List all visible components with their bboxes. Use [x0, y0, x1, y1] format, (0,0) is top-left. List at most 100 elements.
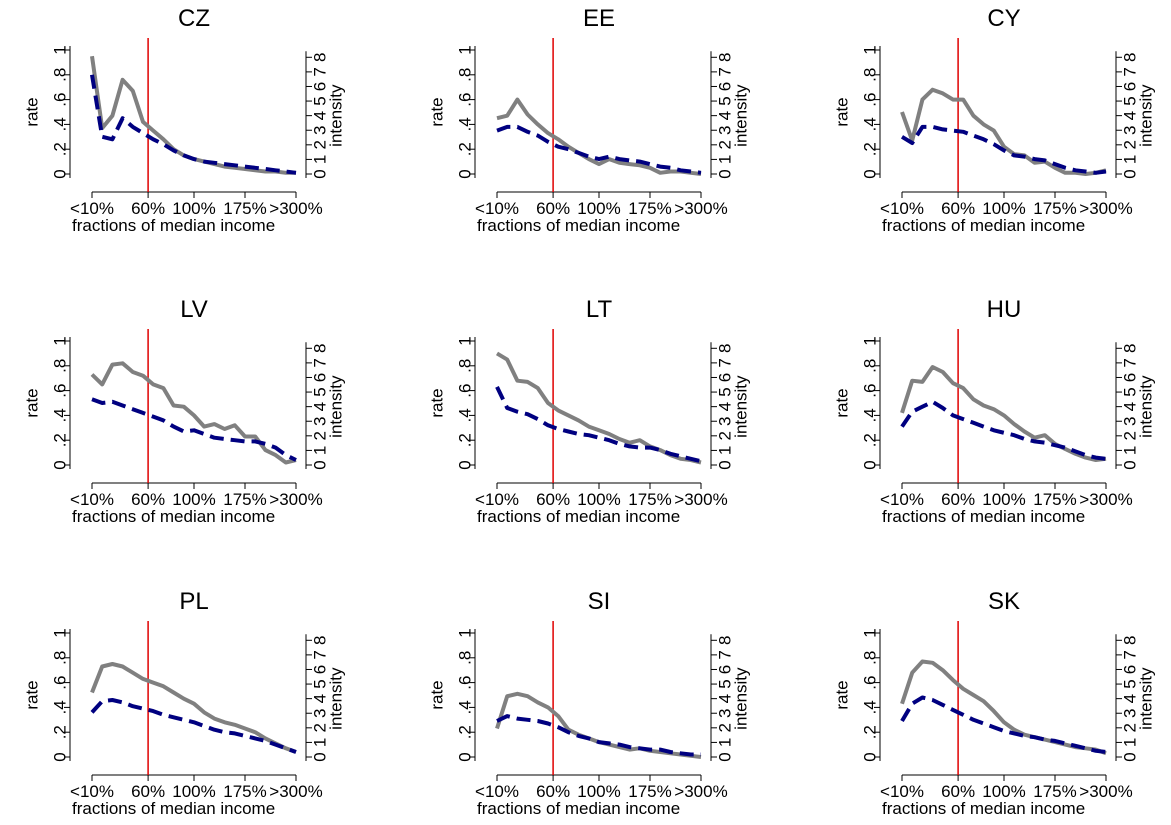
left-y-axis-label: rate — [23, 97, 42, 126]
x-tick-label: 60% — [536, 490, 570, 509]
x-axis-label: fractions of median income — [882, 216, 1085, 235]
right-y-tick-label: 6 — [311, 665, 330, 674]
x-tick-label: <10% — [70, 490, 114, 509]
panel-title: SI — [588, 588, 611, 615]
left-y-tick-label: .8 — [51, 68, 70, 82]
left-y-axis-label: rate — [428, 680, 447, 709]
right-y-tick-label: 0 — [311, 169, 330, 178]
left-y-tick-label: 0 — [51, 460, 70, 469]
panel-title: LV — [180, 296, 208, 323]
rate-series-line — [900, 87, 1107, 176]
left-y-tick-label: .2 — [456, 725, 475, 739]
x-tick-label: <10% — [880, 199, 924, 218]
left-y-tick-label: 1 — [861, 628, 880, 637]
right-y-tick-label: 3 — [716, 126, 735, 135]
x-tick-label: 175% — [628, 490, 671, 509]
left-y-tick-label: 0 — [861, 169, 880, 178]
panel-title: CZ — [178, 5, 210, 32]
x-tick-label: >300% — [1079, 782, 1132, 801]
left-y-tick-label: .4 — [51, 117, 70, 131]
right-y-tick-label: 8 — [1121, 53, 1140, 62]
x-tick-label: 175% — [1033, 199, 1076, 218]
x-tick-label: >300% — [269, 199, 322, 218]
left-y-tick-label: .4 — [456, 700, 475, 714]
panel-hu: HU 0 .2 .4 .6 .8 1 rate 0 1 2 3 4 5 6 7 8 intensity <10% 60… — [833, 296, 1156, 526]
left-y-tick-label: 0 — [861, 460, 880, 469]
right-y-tick-label: 1 — [1121, 738, 1140, 747]
intensity-series-line — [496, 714, 701, 757]
right-y-tick-label: 3 — [311, 126, 330, 135]
right-y-tick-label: 4 — [1121, 111, 1140, 120]
left-y-tick-label: .4 — [51, 700, 70, 714]
right-y-tick-label: 6 — [311, 373, 330, 382]
left-y-tick-label: .4 — [861, 408, 880, 422]
right-y-tick-label: 0 — [1121, 752, 1140, 761]
right-y-tick-label: 6 — [716, 373, 735, 382]
left-y-tick-label: .4 — [861, 117, 880, 131]
left-y-tick-label: 1 — [861, 336, 880, 345]
right-y-tick-label: 2 — [311, 140, 330, 149]
right-y-axis-label: intensity — [732, 84, 751, 147]
x-tick-label: 60% — [131, 490, 165, 509]
x-tick-label: 175% — [628, 782, 671, 801]
x-tick-label: <10% — [475, 782, 519, 801]
left-y-axis-label: rate — [833, 680, 852, 709]
x-tick-label: 175% — [1033, 490, 1076, 509]
x-tick-label: 100% — [172, 782, 215, 801]
right-y-tick-label: 8 — [311, 636, 330, 645]
left-y-tick-label: .2 — [456, 142, 475, 156]
rate-series-line — [90, 662, 297, 754]
right-y-tick-label: 3 — [311, 417, 330, 426]
right-y-tick-label: 2 — [716, 140, 735, 149]
x-tick-label: 175% — [223, 490, 266, 509]
intensity-series-line — [900, 695, 1107, 754]
right-y-tick-label: 5 — [1121, 387, 1140, 396]
left-y-tick-label: 1 — [456, 336, 475, 345]
x-tick-label: 60% — [536, 782, 570, 801]
x-tick-label: >300% — [1079, 199, 1132, 218]
right-y-tick-label: 0 — [716, 752, 735, 761]
right-y-tick-label: 7 — [1121, 358, 1140, 367]
x-axis-label: fractions of median income — [72, 507, 275, 526]
left-y-tick-label: 0 — [456, 169, 475, 178]
x-tick-label: 60% — [941, 782, 975, 801]
left-y-axis-label: rate — [428, 97, 447, 126]
x-tick-label: 100% — [982, 199, 1025, 218]
right-y-tick-label: 6 — [716, 82, 735, 91]
left-y-tick-label: .8 — [456, 68, 475, 82]
right-y-tick-label: 4 — [1121, 402, 1140, 411]
right-y-axis-label: intensity — [1137, 667, 1156, 730]
intensity-series-line — [900, 399, 1107, 461]
rate-series-line — [495, 691, 702, 759]
rate-series-line — [495, 351, 702, 465]
left-y-tick-label: 1 — [861, 45, 880, 54]
right-y-tick-label: 6 — [1121, 82, 1140, 91]
x-tick-label: <10% — [880, 782, 924, 801]
right-y-tick-label: 1 — [311, 738, 330, 747]
x-tick-label: <10% — [475, 199, 519, 218]
x-tick-label: >300% — [269, 490, 322, 509]
right-y-tick-label: 0 — [311, 752, 330, 761]
left-y-axis-label: rate — [833, 388, 852, 417]
left-y-tick-label: .6 — [51, 93, 70, 107]
intensity-series-line — [90, 74, 297, 175]
intensity-series-line — [496, 124, 702, 175]
right-y-tick-label: 0 — [1121, 460, 1140, 469]
panel-si: SI 0 .2 .4 .6 .8 1 rate 0 1 2 3 4 5 6 7 8 intensity <10% 60… — [428, 588, 751, 818]
panel-lv: LV 0 .2 .4 .6 .8 1 rate 0 1 2 3 4 5 6 7 8 intensity <10% 60… — [23, 296, 346, 526]
right-y-tick-label: 0 — [716, 169, 735, 178]
left-y-tick-label: .8 — [861, 359, 880, 373]
right-y-tick-label: 0 — [311, 460, 330, 469]
right-y-axis-label: intensity — [327, 667, 346, 730]
x-tick-label: <10% — [880, 490, 924, 509]
rate-series-line — [900, 659, 1107, 756]
right-y-tick-label: 8 — [1121, 344, 1140, 353]
left-y-tick-label: .2 — [51, 725, 70, 739]
left-y-axis-label: rate — [23, 680, 42, 709]
x-tick-label: 100% — [172, 199, 215, 218]
x-tick-label: 60% — [131, 782, 165, 801]
rate-series-line — [90, 55, 296, 175]
right-y-tick-label: 4 — [716, 694, 735, 703]
left-y-tick-label: .6 — [456, 384, 475, 398]
